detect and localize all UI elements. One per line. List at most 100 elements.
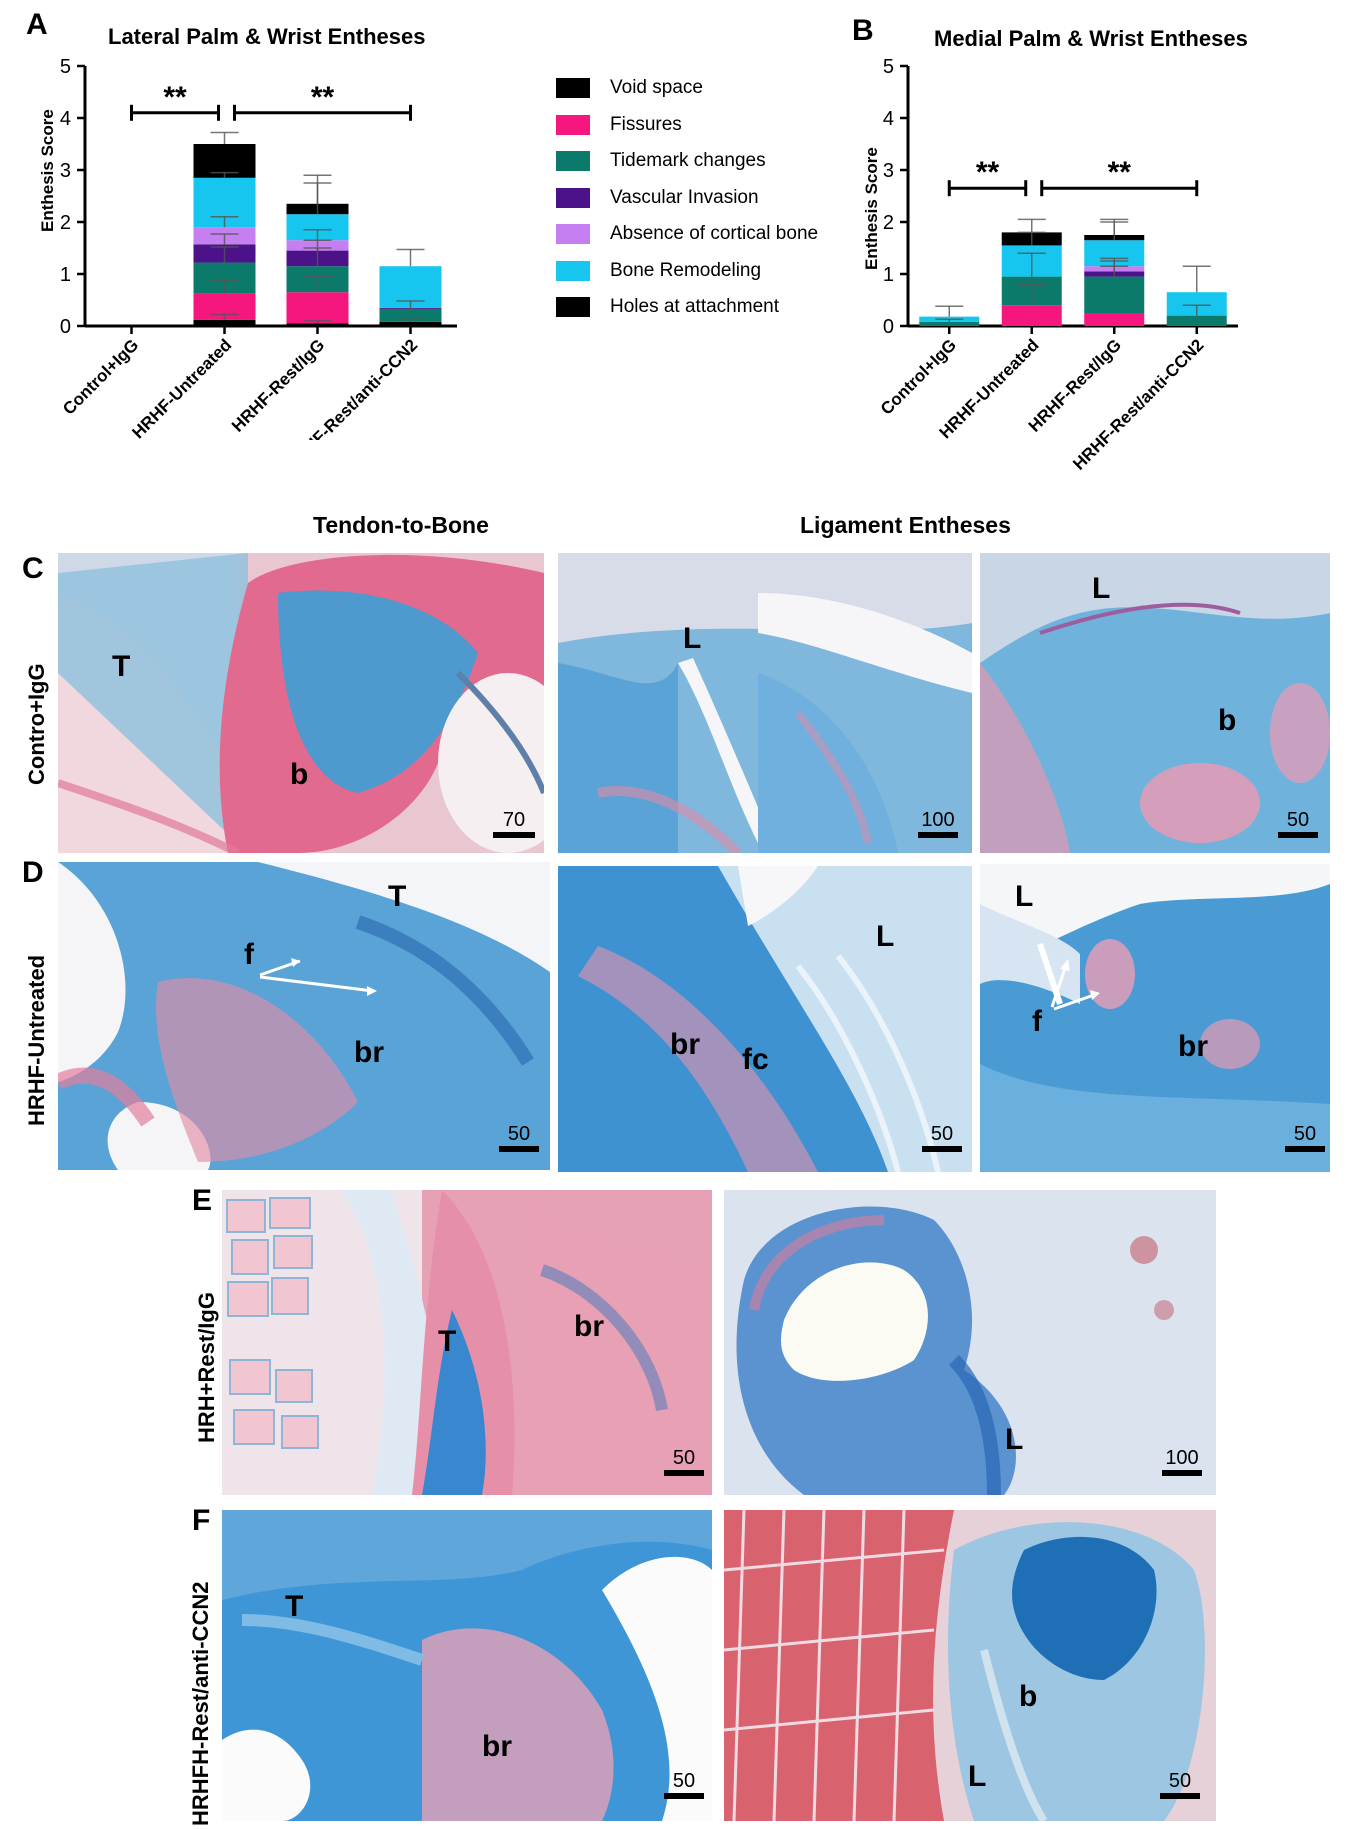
label-d2-fc: fc (742, 1043, 769, 1076)
chart-b: 012345Control+IgGHRHF-UntreatedHRHF-Rest… (877, 56, 1238, 474)
sig-label-b: ** (976, 156, 1000, 189)
bar-tidemark-b (1084, 276, 1145, 313)
scalebar-f1: 50 (664, 1771, 704, 1799)
micrograph-f2 (724, 1510, 1216, 1821)
y-tick-label-b: 5 (883, 56, 894, 78)
legend-label-void: Void space (610, 77, 703, 99)
bar-holes-a (379, 321, 442, 326)
legend-swatch-remodel (556, 260, 590, 281)
micrograph-d3 (980, 864, 1330, 1172)
legend-item-cortical: Absence of cortical bone (556, 216, 818, 253)
legend-label-tidemark: Tidemark changes (610, 150, 766, 172)
arrowhead-d1-1 (291, 958, 300, 967)
scalebar-e1: 50 (664, 1448, 704, 1476)
label-d1-T: T (388, 880, 407, 913)
legend-label-fissures: Fissures (610, 113, 682, 135)
scalebar-c3-bar (1278, 832, 1318, 838)
scalebar-d3-bar (1285, 1146, 1325, 1152)
row-letter-f: F (192, 1504, 211, 1537)
label-d3-f: f (1032, 1005, 1042, 1038)
scalebar-e2-value: 100 (1165, 1447, 1199, 1469)
bar-remodel-b (1166, 292, 1227, 316)
legend-label-remodel: Bone Remodeling (610, 259, 762, 281)
scalebar-f2: 50 (1160, 1771, 1200, 1799)
y-tick-label-b: 0 (883, 316, 894, 338)
legend-swatch-tidemark (556, 151, 590, 172)
scalebar-f1-value: 50 (672, 1770, 696, 1792)
arrow-d3-2 (1053, 993, 1095, 1011)
sig-label-a: ** (163, 81, 187, 114)
row-label-c: Contro+IgG (24, 663, 49, 785)
legend-item-void: Void space (556, 70, 818, 107)
micrograph-c3 (980, 553, 1330, 853)
sig-label-b: ** (1108, 156, 1132, 189)
label-f1-T: T (285, 1590, 304, 1623)
scalebar-d1-bar (499, 1146, 539, 1152)
y-tick-label-b: 1 (883, 264, 894, 286)
scalebar-e2-bar (1162, 1470, 1202, 1476)
scalebar-d2: 50 (922, 1124, 962, 1152)
y-tick-label-b: 4 (883, 108, 894, 130)
legend-item-tidemark: Tidemark changes (556, 143, 818, 180)
label-d2-L: L (876, 920, 895, 953)
label-e2-L: L (1005, 1423, 1024, 1456)
label-f2-b: b (1019, 1680, 1038, 1713)
arrowhead-d3-2 (1090, 990, 1100, 1000)
bar-fissures-a (286, 292, 349, 324)
legend-label-holes: Holes at attachment (610, 296, 779, 318)
legend: Void space Fissures Tidemark changes Vas… (556, 70, 818, 326)
label-d1-f: f (244, 938, 254, 971)
y-tick-label-a: 0 (60, 316, 71, 338)
label-d3-L: L (1015, 880, 1034, 913)
x-tick-label-b: Control+IgG (877, 335, 960, 418)
y-tick-label-a: 1 (60, 264, 71, 286)
scalebar-c1-bar (493, 832, 535, 838)
label-d1-br: br (354, 1036, 384, 1069)
legend-item-fissures: Fissures (556, 107, 818, 144)
row-letter-d: D (22, 856, 44, 889)
y-tick-label-b: 3 (883, 160, 894, 182)
scalebar-c2: 100 (918, 810, 958, 838)
scalebar-f2-value: 50 (1168, 1770, 1192, 1792)
scalebar-f2-bar (1160, 1793, 1200, 1799)
label-c1-b: b (290, 758, 309, 791)
label-c3-b: b (1218, 704, 1237, 737)
bar-holes-a (286, 323, 349, 326)
label-c1-T: T (112, 650, 131, 683)
scalebar-c1: 70 (493, 810, 535, 838)
scalebar-e2: 100 (1162, 1448, 1202, 1476)
label-f2-L: L (968, 1760, 987, 1793)
row-letter-c: C (22, 552, 44, 585)
y-tick-label-a: 5 (60, 56, 71, 78)
bar-tidemark-b (919, 321, 980, 326)
header-tendon-to-bone: Tendon-to-Bone (313, 512, 489, 538)
micrograph-e1 (222, 1190, 712, 1495)
scalebar-e1-value: 50 (672, 1447, 696, 1469)
scalebar-d2-value: 50 (930, 1123, 954, 1145)
x-tick-label-a: Control+IgG (59, 335, 142, 418)
micrograph-e2 (724, 1190, 1216, 1495)
panel-letter-a: A (26, 8, 48, 41)
row-label-f: HRHFH-Rest/anti-CCN2 (188, 1581, 213, 1826)
label-e1-T: T (438, 1325, 457, 1358)
header-ligament-entheses: Ligament Entheses (800, 512, 1011, 538)
arrowhead-d3-1 (1060, 959, 1070, 971)
scalebar-f1-bar (664, 1793, 704, 1799)
scalebar-d3-value: 50 (1293, 1123, 1317, 1145)
legend-item-holes: Holes at attachment (556, 289, 818, 326)
scalebar-c3: 50 (1278, 810, 1318, 838)
row-label-e: HRH+Rest/IgG (194, 1292, 219, 1443)
label-c2-L: L (683, 622, 702, 655)
bar-fissures-b (1084, 313, 1145, 326)
micrograph-c1 (58, 553, 544, 853)
legend-swatch-void (556, 78, 590, 99)
scalebar-c1-value: 70 (502, 809, 526, 831)
x-tick-label-a: HRHF-Rest/IgG (228, 335, 328, 435)
y-tick-label-a: 4 (60, 108, 71, 130)
arrows-d1 (259, 958, 377, 996)
legend-label-vascular: Vascular Invasion (610, 186, 759, 208)
row-letter-e: E (192, 1184, 213, 1217)
label-d3-br: br (1178, 1030, 1208, 1063)
row-label-d: HRHF-Untreated (24, 954, 49, 1126)
scalebar-c2-bar (918, 832, 958, 838)
